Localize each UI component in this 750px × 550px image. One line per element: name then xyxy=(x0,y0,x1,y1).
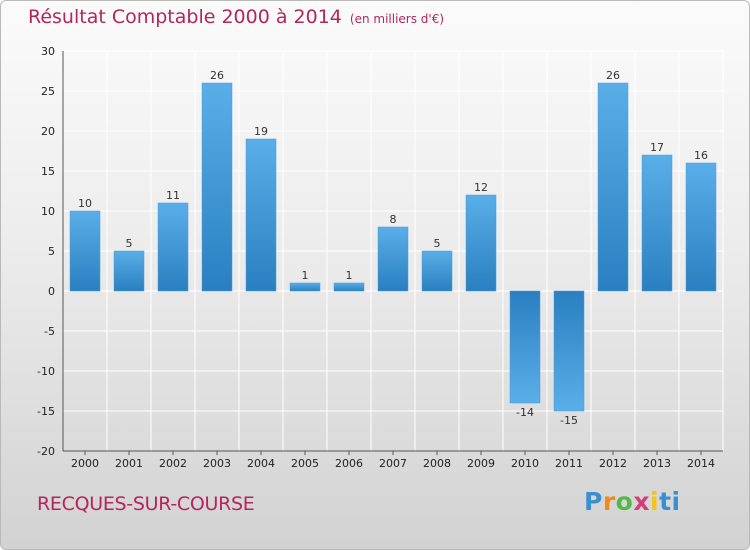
y-tick-label: -15 xyxy=(37,405,55,418)
y-tick-label: 10 xyxy=(41,205,55,218)
x-tick-label: 2000 xyxy=(71,457,99,470)
x-tick-label: 2004 xyxy=(247,457,275,470)
bar-2000 xyxy=(69,210,101,292)
x-tick-label: 2014 xyxy=(687,457,715,470)
data-label-2011: -15 xyxy=(560,414,578,427)
logo-letter: r xyxy=(602,487,616,516)
x-tick-label: 2011 xyxy=(555,457,583,470)
proxiti-logo: Proxiti xyxy=(584,487,681,516)
data-label-2005: 1 xyxy=(302,269,309,282)
data-label-2001: 5 xyxy=(126,237,133,250)
data-label-2003: 26 xyxy=(210,69,224,82)
bar-2002 xyxy=(157,202,189,292)
y-tick-label: 30 xyxy=(41,45,55,58)
data-label-2012: 26 xyxy=(606,69,620,82)
bar-2001 xyxy=(113,250,145,292)
bar-2009 xyxy=(465,194,497,292)
data-label-2004: 19 xyxy=(254,125,268,138)
bar-2003 xyxy=(201,82,233,292)
y-tick-label: -20 xyxy=(37,445,55,458)
bar-2010 xyxy=(509,290,541,404)
data-label-2002: 11 xyxy=(166,189,180,202)
bar-2004 xyxy=(245,138,277,292)
logo-letter: i xyxy=(671,487,681,516)
y-tick-label: -10 xyxy=(37,365,55,378)
bar-2008 xyxy=(421,250,453,292)
bar-2013 xyxy=(641,154,673,292)
chart-title-text: Résultat Comptable 2000 à 2014 xyxy=(28,6,342,28)
data-label-2006: 1 xyxy=(346,269,353,282)
x-tick-label: 2012 xyxy=(599,457,627,470)
y-tick-label: 0 xyxy=(48,285,55,298)
x-tick-label: 2002 xyxy=(159,457,187,470)
y-tick-label: 25 xyxy=(41,85,55,98)
bar-2014 xyxy=(685,162,717,292)
chart-title: Résultat Comptable 2000 à 2014 (en millie… xyxy=(28,6,444,28)
data-label-2009: 12 xyxy=(474,181,488,194)
x-tick-label: 2007 xyxy=(379,457,407,470)
x-tick-label: 2003 xyxy=(203,457,231,470)
x-tick-label: 2001 xyxy=(115,457,143,470)
y-tick-label: -5 xyxy=(44,325,55,338)
y-tick-label: 20 xyxy=(41,125,55,138)
data-label-2008: 5 xyxy=(434,237,441,250)
x-tick-label: 2010 xyxy=(511,457,539,470)
x-tick-label: 2009 xyxy=(467,457,495,470)
x-tick-label: 2013 xyxy=(643,457,671,470)
logo-letter: o xyxy=(615,487,634,516)
data-label-2007: 8 xyxy=(390,213,397,226)
data-label-2014: 16 xyxy=(694,149,708,162)
bar-2006 xyxy=(333,282,365,292)
x-tick-label: 2008 xyxy=(423,457,451,470)
logo-letter: t xyxy=(659,487,672,516)
bar-2007 xyxy=(377,226,409,292)
data-label-2000: 10 xyxy=(78,197,92,210)
y-tick-label: 15 xyxy=(41,165,55,178)
bar-2011 xyxy=(553,290,585,412)
bar-2005 xyxy=(289,282,321,292)
logo-letter: x xyxy=(633,487,650,516)
x-tick-label: 2005 xyxy=(291,457,319,470)
place-name: RECQUES-SUR-COURSE xyxy=(37,493,255,515)
data-label-2013: 17 xyxy=(650,141,664,154)
logo-letter: i xyxy=(650,487,660,516)
x-tick-label: 2006 xyxy=(335,457,363,470)
data-label-2010: -14 xyxy=(516,406,534,419)
logo-letter: P xyxy=(584,487,603,516)
bar-2012 xyxy=(597,82,629,292)
chart-subtitle: (en milliers d'€) xyxy=(349,12,445,26)
y-tick-label: 5 xyxy=(48,245,55,258)
